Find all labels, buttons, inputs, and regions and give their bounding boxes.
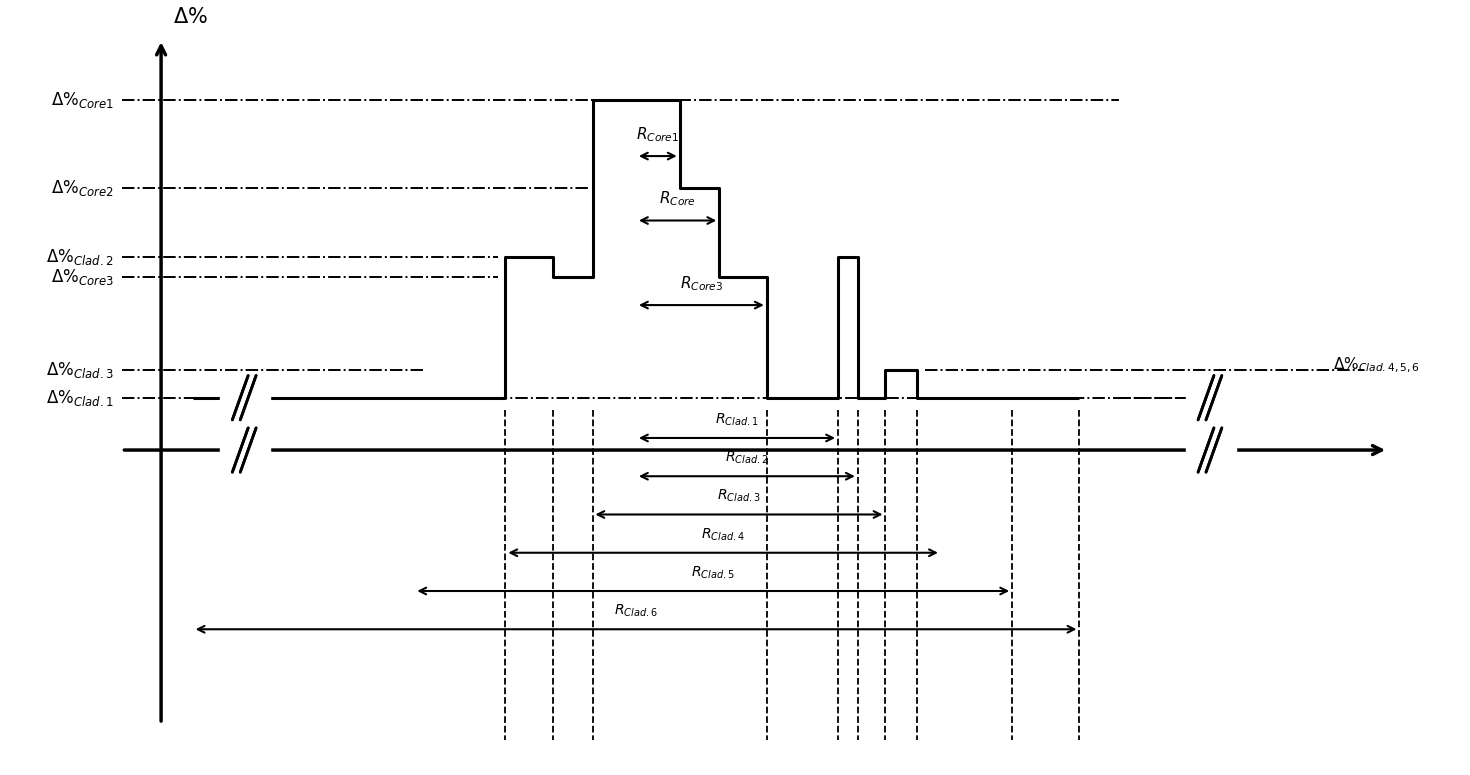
Text: $R_{Clad.6}$: $R_{Clad.6}$ xyxy=(614,603,659,619)
Text: $\Delta\%_{Clad.1}$: $\Delta\%_{Clad.1}$ xyxy=(46,388,113,408)
Text: $R_{Clad.4}$: $R_{Clad.4}$ xyxy=(701,526,745,542)
Text: $\Delta\%_{Core3}$: $\Delta\%_{Core3}$ xyxy=(50,267,113,287)
Text: $\Delta\%_{Clad.2}$: $\Delta\%_{Clad.2}$ xyxy=(46,246,113,267)
Text: $R_{Core3}$: $R_{Core3}$ xyxy=(679,274,723,293)
Text: $R_{Clad.5}$: $R_{Clad.5}$ xyxy=(691,564,735,581)
Text: $\Delta\%_{Clad.3}$: $\Delta\%_{Clad.3}$ xyxy=(46,360,113,380)
Text: $R_{Clad.1}$: $R_{Clad.1}$ xyxy=(716,412,759,428)
Text: $R_{Core}$: $R_{Core}$ xyxy=(659,190,697,208)
Text: $R_{Clad.3}$: $R_{Clad.3}$ xyxy=(717,488,761,505)
Text: $\Delta\%_{Core1}$: $\Delta\%_{Core1}$ xyxy=(50,90,113,110)
Text: $R_{Clad.2}$: $R_{Clad.2}$ xyxy=(725,449,769,467)
Text: $\Delta\%_{Clad.4,5,6}$: $\Delta\%_{Clad.4,5,6}$ xyxy=(1333,356,1420,375)
Text: $R_{Core1}$: $R_{Core1}$ xyxy=(637,126,679,144)
Text: $\Delta\%$: $\Delta\%$ xyxy=(173,7,207,27)
Text: $\Delta\%_{Core2}$: $\Delta\%_{Core2}$ xyxy=(51,178,113,198)
